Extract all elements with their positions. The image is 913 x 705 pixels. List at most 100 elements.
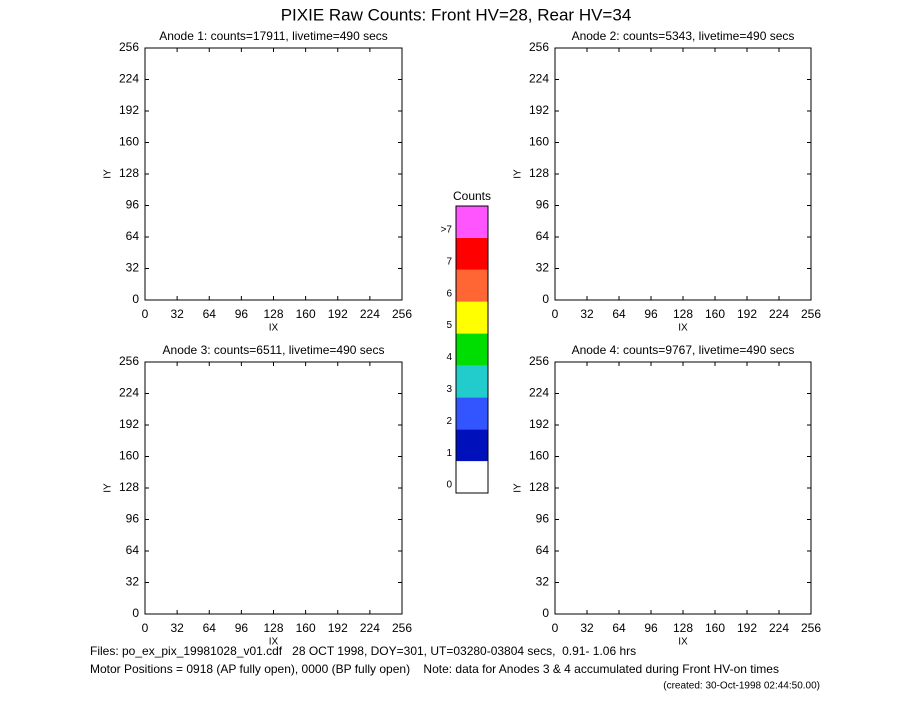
x-tick-label: 64 [612,621,626,635]
colorbar-box [456,461,488,493]
x-axis-label: IX [269,323,279,334]
y-tick-label: 128 [529,480,549,494]
colorbar-frame [455,205,489,494]
x-tick-label: 160 [296,307,316,321]
colorbar-label: 4 [446,352,452,363]
x-tick-label: 128 [263,621,283,635]
colorbar-label: 6 [446,288,452,299]
y-tick-label: 224 [119,72,139,86]
y-tick-label: 64 [126,229,140,243]
y-axis-label: IY [513,169,524,179]
y-tick-label: 160 [119,449,139,463]
x-tick-label: 32 [170,621,184,635]
y-tick-label: 256 [119,40,139,54]
colorbar-label: 7 [446,256,452,267]
x-tick-label: 96 [235,621,249,635]
colorbar-label: 5 [446,320,452,331]
y-tick-label: 160 [529,449,549,463]
x-tick-label: 160 [296,621,316,635]
y-tick-label: 0 [542,292,549,306]
x-tick-label: 256 [801,307,821,321]
y-tick-label: 32 [126,575,140,589]
x-tick-label: 192 [328,621,348,635]
x-tick-label: 192 [328,307,348,321]
x-tick-label: 256 [392,621,412,635]
colorbar-box [456,269,488,302]
y-tick-label: 96 [536,198,550,212]
y-tick-label: 224 [119,386,139,400]
plot-frame [144,47,403,301]
x-tick-label: 32 [580,621,594,635]
x-tick-label: 0 [142,621,149,635]
y-tick-label: 96 [126,198,140,212]
y-tick-label: 256 [529,40,549,54]
colorbar-label: 3 [446,384,452,395]
y-tick-label: 32 [536,261,550,275]
y-tick-label: 160 [119,135,139,149]
colorbar-box [456,301,488,334]
x-tick-label: 128 [673,621,693,635]
footer-files: Files: po_ex_pix_19981028_v01.cdf 28 OCT… [90,644,636,658]
colorbar-title: Counts [453,189,491,203]
panel-title: Anode 2: counts=5343, livetime=490 secs [572,29,795,43]
panel-title: Anode 3: counts=6511, livetime=490 secs [163,343,385,357]
plot-frame [554,361,812,615]
colorbar-box [456,397,488,430]
y-tick-label: 192 [529,417,549,431]
x-tick-label: 128 [263,307,283,321]
x-tick-label: 32 [580,307,594,321]
page-title: PIXIE Raw Counts: Front HV=28, Rear HV=3… [281,5,632,24]
y-tick-label: 64 [536,229,550,243]
plot-frame [554,47,812,301]
x-tick-label: 0 [142,307,149,321]
x-tick-label: 128 [673,307,693,321]
x-tick-label: 0 [552,621,559,635]
x-tick-label: 192 [737,307,757,321]
y-tick-label: 96 [536,512,550,526]
x-tick-label: 96 [235,307,249,321]
x-tick-label: 224 [769,307,789,321]
y-tick-label: 192 [119,103,139,117]
x-tick-label: 96 [644,307,658,321]
x-tick-label: 64 [612,307,626,321]
colorbar-box [456,333,488,366]
y-tick-label: 256 [119,354,139,368]
x-tick-label: 256 [392,307,412,321]
y-tick-label: 160 [529,135,549,149]
x-tick-label: 32 [170,307,184,321]
colorbar-label: 1 [446,448,452,459]
x-axis-label: IX [678,323,688,334]
y-tick-label: 224 [529,72,549,86]
x-tick-label: 224 [360,621,380,635]
colorbar-box [456,206,488,238]
y-tick-label: 128 [119,166,139,180]
x-tick-label: 192 [737,621,757,635]
x-tick-label: 64 [203,621,217,635]
x-tick-label: 96 [644,621,658,635]
x-axis-label: IX [269,637,279,648]
y-tick-label: 0 [132,606,139,620]
y-axis-label: IY [103,483,114,493]
x-tick-label: 224 [360,307,380,321]
x-tick-label: 0 [552,307,559,321]
y-tick-label: 64 [536,543,550,557]
y-tick-label: 32 [126,261,140,275]
colorbar-label: >7 [441,225,453,236]
x-tick-label: 160 [705,307,725,321]
colorbar-box [456,429,488,462]
panel-title: Anode 1: counts=17911, livetime=490 secs [159,29,388,43]
footer-created: (created: 30-Oct-1998 02:44:50.00) [663,681,820,692]
y-tick-label: 192 [119,417,139,431]
y-tick-label: 224 [529,386,549,400]
y-tick-label: 64 [126,543,140,557]
y-tick-label: 0 [542,606,549,620]
x-tick-label: 160 [705,621,725,635]
x-tick-label: 256 [801,621,821,635]
y-tick-label: 96 [126,512,140,526]
colorbar-label: 0 [446,480,452,491]
y-tick-label: 128 [119,480,139,494]
y-axis-label: IY [513,483,524,493]
y-tick-label: 0 [132,292,139,306]
colorbar-label: 2 [446,416,452,427]
